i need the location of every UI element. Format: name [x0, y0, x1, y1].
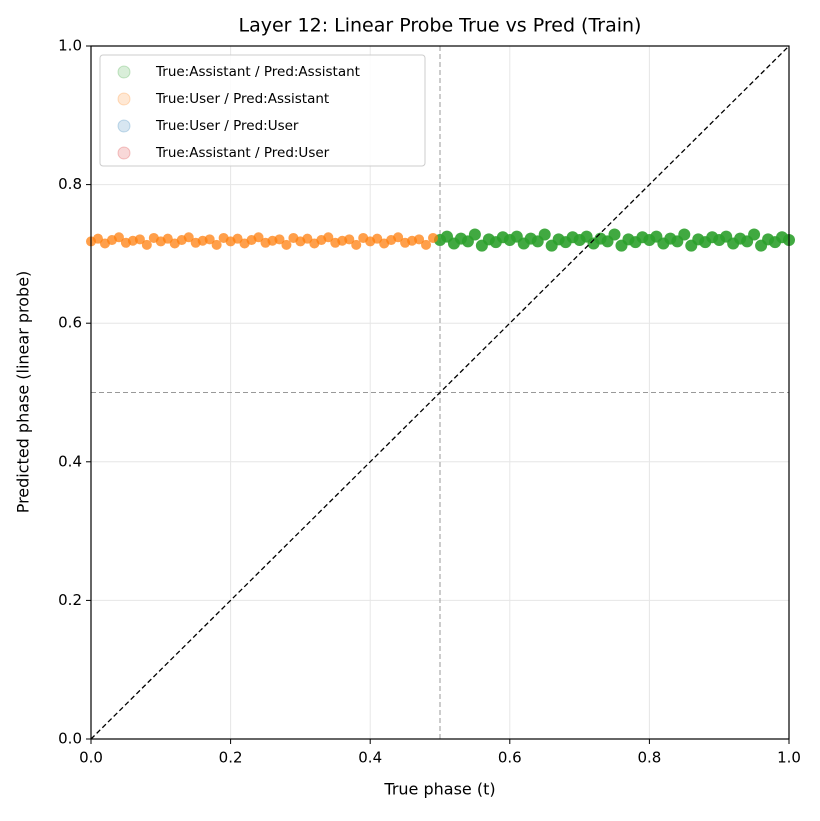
- point: [393, 232, 404, 243]
- legend-marker: [117, 65, 131, 79]
- chart-title: Layer 12: Linear Probe True vs Pred (Tra…: [239, 15, 642, 37]
- legend-box: [99, 54, 426, 167]
- point: [253, 232, 264, 243]
- x-tick-label: 1.0: [777, 749, 801, 767]
- point: [748, 228, 761, 241]
- x-tick-label: 0.0: [79, 749, 103, 767]
- y-tick-label: 0.8: [58, 175, 82, 193]
- point: [141, 239, 152, 250]
- point: [204, 234, 215, 245]
- point: [274, 234, 285, 245]
- point: [608, 228, 621, 241]
- plot-frame: [90, 45, 790, 740]
- point: [113, 232, 124, 243]
- point: [92, 233, 103, 244]
- x-tick-label: 0.4: [358, 749, 382, 767]
- point: [162, 233, 173, 244]
- point: [232, 233, 243, 244]
- point: [421, 239, 432, 250]
- point: [468, 228, 481, 241]
- point: [134, 234, 145, 245]
- point: [372, 233, 383, 244]
- legend-marker: [117, 146, 131, 160]
- y-tick-label: 0.6: [58, 314, 82, 332]
- legend-label: True:Assistant / Pred:User: [155, 145, 330, 161]
- point: [211, 239, 222, 250]
- x-tick-label: 0.6: [498, 749, 522, 767]
- legend: True:Assistant / Pred:Assistant True:User…: [99, 54, 426, 167]
- legend-label: True:User / Pred:Assistant: [155, 91, 329, 107]
- point: [538, 228, 551, 241]
- legend-marker: [117, 92, 131, 106]
- point: [414, 234, 425, 245]
- point: [302, 233, 313, 244]
- x-tick-label: 0.8: [637, 749, 661, 767]
- point: [351, 239, 362, 250]
- x-tick-label: 0.2: [219, 749, 243, 767]
- y-tick-label: 1.0: [58, 37, 82, 55]
- y-axis-label: Predicted phase (linear probe): [14, 271, 33, 514]
- y-tick-label: 0.2: [58, 591, 82, 609]
- point: [281, 239, 292, 250]
- legend-label: True:User / Pred:User: [155, 118, 299, 134]
- y-tick-label: 0.4: [58, 452, 82, 470]
- y-tick-label: 0.0: [58, 730, 82, 748]
- point: [183, 232, 194, 243]
- point: [678, 228, 691, 241]
- x-axis-label: True phase (t): [383, 780, 495, 799]
- point: [344, 234, 355, 245]
- diagonal: [90, 45, 790, 740]
- legend-label: True:Assistant / Pred:Assistant: [155, 64, 360, 80]
- point: [323, 232, 334, 243]
- point: [428, 232, 439, 243]
- legend-marker: [117, 119, 131, 133]
